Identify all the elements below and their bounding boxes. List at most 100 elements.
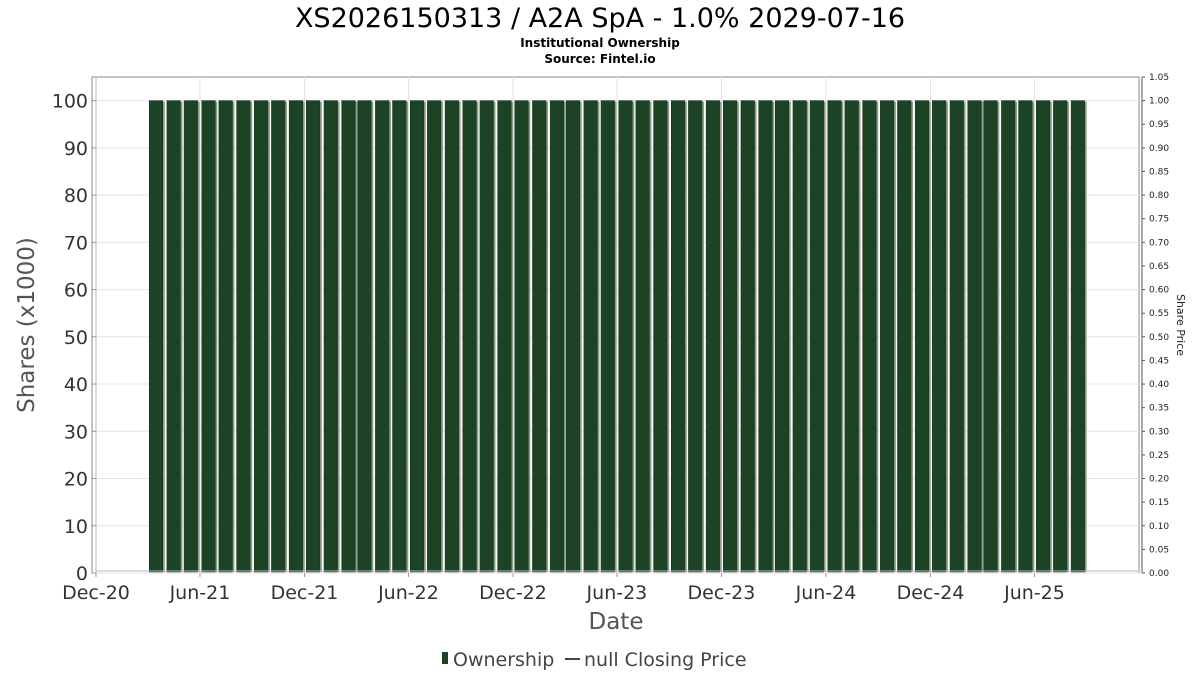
y2-tick-label: 0.55: [1149, 309, 1169, 319]
y2-tick-label: 1.00: [1149, 97, 1169, 107]
x-tick-label: Dec-22: [479, 582, 547, 604]
y2-tick-label: 0.00: [1149, 569, 1169, 579]
bar: [409, 100, 425, 573]
legend: Ownership null Closing Price: [442, 649, 747, 671]
y-tick-label: 50: [64, 327, 88, 349]
bar: [254, 100, 269, 573]
y2-tick-label: 0.70: [1149, 238, 1169, 248]
bar: [532, 100, 547, 573]
bar: [705, 100, 720, 573]
x-tick-label: Jun-24: [795, 582, 857, 604]
bar: [949, 100, 964, 573]
bar: [427, 100, 442, 573]
bar: [618, 100, 633, 573]
bar: [688, 100, 703, 573]
y2-tick-label: 0.25: [1149, 451, 1169, 461]
bar: [323, 100, 338, 573]
y2-tick-label: 0.50: [1149, 333, 1169, 343]
bar: [201, 100, 216, 573]
bar: [497, 100, 512, 573]
bar: [1053, 100, 1068, 573]
x-axis: Dec-20 Jun-21 Dec-21 Jun-22 Dec-22 Jun-23 Dec-…: [62, 570, 1139, 604]
bar: [844, 100, 859, 573]
bar: [774, 100, 790, 573]
y2-axis-title: Share Price: [1174, 294, 1187, 356]
bar: [375, 100, 390, 573]
y-tick-label: 40: [64, 374, 88, 396]
y2-tick-label: 0.20: [1149, 475, 1169, 485]
y2-tick-label: 0.75: [1149, 215, 1169, 225]
bar: [653, 100, 668, 573]
bar: [809, 100, 824, 573]
bar: [514, 100, 529, 573]
bar: [306, 100, 321, 573]
bar: [723, 100, 738, 573]
bar: [1070, 100, 1085, 573]
y-tick-label: 10: [64, 516, 88, 538]
bar: [218, 100, 233, 573]
bar: [792, 100, 807, 573]
x-axis-title: Date: [589, 609, 644, 635]
bar: [671, 100, 686, 573]
chart-title: XS2026150313 / A2A SpA - 1.0% 2029-07-16: [295, 3, 905, 34]
x-tick-label: Dec-23: [688, 582, 756, 604]
ownership-bars: [148, 100, 1087, 573]
x-tick-label: Dec-21: [271, 582, 339, 604]
x-tick-label: Jun-25: [1003, 582, 1065, 604]
bar: [932, 100, 947, 573]
y-tick-label: 70: [64, 232, 88, 254]
bar: [635, 100, 650, 573]
bar: [880, 100, 895, 573]
bar: [897, 100, 912, 573]
bar: [462, 100, 477, 573]
y2-tick-label: 0.90: [1149, 144, 1169, 154]
y2-tick-label: 1.05: [1149, 73, 1169, 83]
y-axis-title: Shares (x1000): [14, 237, 40, 413]
bar: [565, 100, 580, 573]
x-tick-label: Dec-20: [62, 582, 130, 604]
bar: [392, 100, 407, 573]
bar: [740, 100, 755, 573]
y-tick-label: 60: [64, 280, 88, 302]
legend-ownership-swatch: [442, 652, 448, 664]
y-tick-label: 0: [76, 563, 88, 585]
bar: [1001, 100, 1016, 573]
bar: [236, 100, 251, 573]
y2-tick-label: 0.40: [1149, 380, 1169, 390]
y-axis-right: 0.00 0.05 0.10 0.15 0.20 0.25 0.30 0.35 0.40 0.45…: [1141, 73, 1169, 579]
bar: [862, 100, 877, 573]
x-tick-label: Jun-23: [586, 582, 648, 604]
y2-tick-label: 0.95: [1149, 120, 1169, 130]
bar: [444, 100, 459, 573]
y-tick-label: 80: [64, 185, 88, 207]
bar: [166, 100, 181, 573]
y2-tick-label: 0.65: [1149, 262, 1169, 272]
x-tick-label: Jun-21: [169, 582, 231, 604]
bar: [758, 100, 773, 573]
y-axis-left: 0 10 20 30 40 50 60 70 80 90 100: [52, 77, 97, 585]
bar: [914, 100, 929, 573]
bar: [341, 100, 356, 573]
y2-tick-label: 0.35: [1149, 404, 1169, 414]
bar: [1036, 100, 1051, 573]
legend-price-label: null Closing Price: [584, 649, 747, 671]
y2-tick-label: 0.45: [1149, 356, 1169, 366]
chart-subtitle: Institutional Ownership: [520, 36, 680, 50]
x-tick-label: Dec-24: [897, 582, 965, 604]
y-tick-label: 90: [64, 138, 88, 160]
bar: [271, 100, 286, 573]
y-tick-label: 100: [52, 91, 88, 113]
y2-tick-label: 0.30: [1149, 427, 1169, 437]
legend-ownership-label: Ownership: [453, 649, 554, 671]
y2-tick-label: 0.10: [1149, 522, 1169, 532]
bar: [183, 100, 198, 573]
bar: [967, 100, 982, 573]
bar: [827, 100, 842, 573]
bar: [600, 100, 615, 573]
bar: [288, 100, 303, 573]
bar: [357, 100, 372, 573]
y-tick-label: 20: [64, 469, 88, 491]
chart-source: Source: Fintel.io: [544, 52, 655, 66]
bar: [148, 100, 163, 573]
